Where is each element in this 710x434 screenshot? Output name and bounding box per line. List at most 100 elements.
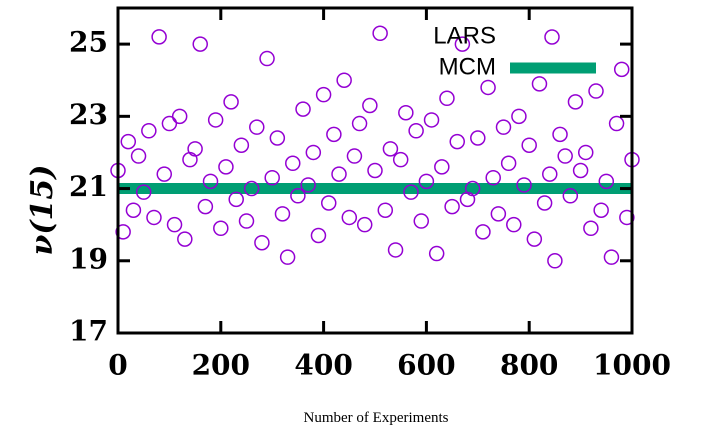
lars-point (346, 148, 363, 164)
lars-point (552, 126, 568, 143)
lars-point (187, 141, 203, 157)
lars-point (249, 119, 265, 135)
lars-point (151, 29, 167, 45)
lars-point (177, 231, 193, 247)
lars-point (135, 184, 152, 200)
lars-point (207, 112, 224, 128)
lars-point (598, 173, 615, 190)
x-tick-label: 200 (192, 349, 250, 382)
lars-point (619, 209, 635, 226)
y-tick-label: 21 (69, 170, 108, 203)
lars-point (320, 195, 337, 211)
x-axis-label: Number of Experiments (304, 410, 449, 426)
legend-label: MCM (439, 53, 496, 80)
lars-point (125, 202, 142, 218)
lars-point (233, 137, 250, 153)
lars-point (377, 202, 394, 218)
lars-point (413, 213, 430, 229)
x-tick-label: 600 (397, 349, 455, 382)
lars-point (398, 104, 414, 121)
lars-point (583, 220, 599, 237)
lars-point (506, 216, 522, 233)
lars-point (567, 94, 584, 110)
lars-point (382, 141, 399, 157)
lars-point (613, 61, 630, 78)
x-tick-label: 800 (500, 349, 558, 382)
lars-point (403, 184, 419, 200)
x-tick-label: 400 (294, 349, 352, 382)
lars-point (223, 94, 239, 110)
lars-point (444, 198, 460, 215)
lars-point (521, 137, 537, 153)
lars-point (264, 169, 280, 186)
lars-point (367, 162, 383, 179)
lars-point (341, 209, 358, 226)
lars-point (243, 180, 260, 197)
lars-point (577, 144, 594, 161)
lars-point (593, 202, 609, 218)
lars-point (315, 86, 332, 103)
x-tick-label: 0 (108, 349, 127, 382)
lars-point (171, 108, 188, 125)
lars-point (449, 133, 465, 150)
y-tick-label: 17 (69, 315, 108, 348)
lars-point (161, 115, 178, 132)
lars-point (254, 234, 270, 251)
x-tick-label: 1000 (593, 349, 671, 382)
lars-point (480, 79, 496, 96)
lars-point (259, 50, 275, 67)
lars-point (572, 162, 589, 179)
lars-point (285, 155, 301, 172)
lars-point (588, 83, 604, 99)
lars-point (526, 231, 543, 247)
lars-point (197, 198, 214, 215)
lars-point (464, 180, 481, 197)
plot-frame (116, 6, 634, 335)
lars-point (300, 177, 316, 193)
lars-point (392, 151, 409, 168)
lars-point (536, 195, 553, 211)
lars-point (439, 90, 455, 107)
lars-point (228, 191, 244, 208)
lars-point (310, 227, 327, 244)
lars-point (454, 36, 471, 52)
lars-point (192, 36, 208, 52)
lars-point (156, 166, 173, 182)
lars-point (141, 123, 157, 139)
y-tick-label: 23 (69, 98, 108, 131)
lars-point (372, 25, 388, 42)
lars-point (166, 216, 183, 233)
legend-marker (544, 29, 560, 45)
lars-point (238, 213, 255, 229)
lars-point (331, 166, 347, 182)
lars-point (511, 108, 527, 125)
lars-point (182, 151, 198, 168)
lars-point (547, 253, 563, 269)
lars-point (336, 72, 352, 88)
lars-point (475, 224, 491, 240)
y-tick-label: 19 (69, 242, 108, 275)
lars-point (495, 119, 512, 135)
lars-point (490, 206, 507, 222)
lars-point (387, 242, 404, 258)
lars-point (557, 148, 573, 164)
lars-point (423, 112, 440, 128)
lars-point (274, 206, 291, 222)
lars-point (120, 133, 137, 150)
lars-point (434, 159, 450, 175)
lars-point (305, 144, 322, 161)
lars-point (269, 130, 286, 146)
lars-point (362, 97, 378, 114)
lars-point (562, 188, 579, 204)
lars-point (470, 130, 486, 146)
lars-point (326, 126, 342, 143)
lars-point (428, 245, 445, 262)
lars-point (146, 209, 162, 226)
lars-point (213, 220, 229, 237)
lars-point (603, 249, 620, 265)
lars-point (356, 216, 373, 233)
lars-point (531, 76, 548, 92)
y-axis-label: ν(15) (25, 165, 60, 256)
lars-point (516, 177, 532, 193)
